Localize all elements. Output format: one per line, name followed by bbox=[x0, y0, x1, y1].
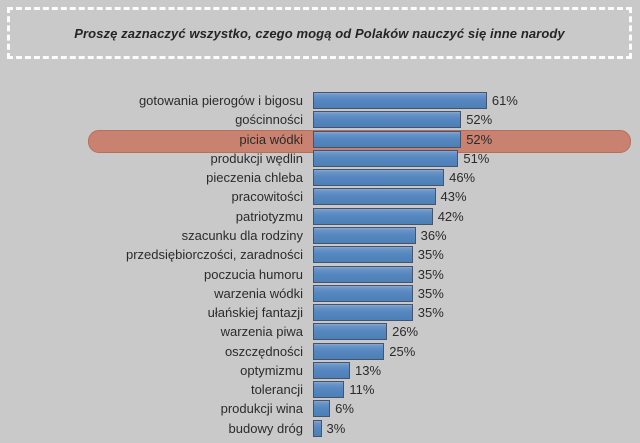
chart-row: szacunku dla rodziny 36% bbox=[0, 226, 640, 245]
value-label: 35% bbox=[417, 266, 444, 282]
category-label: pieczenia chleba bbox=[206, 170, 303, 186]
category-label: szacunku dla rodziny bbox=[181, 227, 303, 243]
value-label: 35% bbox=[417, 247, 444, 263]
category-label: picia wódki bbox=[239, 131, 303, 147]
bar bbox=[313, 265, 413, 283]
category-label: tolerancji bbox=[250, 382, 303, 398]
bar bbox=[313, 188, 436, 206]
chart-row: pracowitości 43% bbox=[0, 187, 640, 206]
category-label: gościnności bbox=[235, 112, 303, 128]
question-title-box: Proszę zaznaczyć wszystko, czego mogą od… bbox=[7, 7, 632, 59]
category-label: gotowania pierogów i bigosu bbox=[138, 93, 303, 109]
bar bbox=[313, 246, 413, 264]
chart-row: warzenia wódki 35% bbox=[0, 284, 640, 303]
bar bbox=[313, 149, 459, 167]
category-label: produkcji wina bbox=[220, 401, 303, 417]
chart-row: ułańskiej fantazji 35% bbox=[0, 303, 640, 322]
chart-row: patriotyzmu 42% bbox=[0, 207, 640, 226]
category-label: optymizmu bbox=[240, 362, 303, 378]
value-label: 52% bbox=[466, 112, 493, 128]
bar bbox=[313, 92, 487, 110]
chart-row: warzenia piwa 26% bbox=[0, 322, 640, 341]
value-label: 35% bbox=[417, 285, 444, 301]
value-label: 43% bbox=[440, 189, 467, 205]
question-title: Proszę zaznaczyć wszystko, czego mogą od… bbox=[74, 25, 565, 41]
value-label: 26% bbox=[392, 324, 419, 340]
chart-row: poczucia humoru 35% bbox=[0, 264, 640, 283]
category-label: warzenia piwa bbox=[220, 324, 303, 340]
bar bbox=[313, 130, 462, 148]
chart-row: pieczenia chleba 46% bbox=[0, 168, 640, 187]
bar bbox=[313, 169, 445, 187]
chart-row: oszczędności 25% bbox=[0, 341, 640, 360]
bar bbox=[313, 381, 345, 399]
chart-row: budowy dróg 3% bbox=[0, 419, 640, 438]
bar-chart: gotowania pierogów i bigosu 61% gościnnośc… bbox=[0, 91, 640, 439]
category-label: budowy dróg bbox=[228, 420, 303, 436]
chart-row: tolerancji 11% bbox=[0, 380, 640, 399]
value-label: 3% bbox=[326, 420, 346, 436]
bar bbox=[313, 226, 416, 244]
value-label: 13% bbox=[355, 362, 382, 378]
value-label: 11% bbox=[349, 382, 375, 398]
category-label: patriotyzmu bbox=[235, 208, 303, 224]
value-label: 35% bbox=[417, 305, 444, 321]
bar bbox=[313, 400, 331, 418]
chart-row: przedsiębiorczości, zaradności 35% bbox=[0, 245, 640, 264]
chart-row: gościnności 52% bbox=[0, 110, 640, 129]
value-label: 51% bbox=[463, 150, 490, 166]
category-label: oszczędności bbox=[224, 343, 303, 359]
category-label: przedsiębiorczości, zaradności bbox=[125, 247, 303, 263]
bar bbox=[313, 111, 462, 129]
value-label: 36% bbox=[420, 227, 447, 243]
category-label: warzenia wódki bbox=[214, 285, 303, 301]
chart-row: produkcji wędlin 51% bbox=[0, 149, 640, 168]
value-label: 25% bbox=[389, 343, 416, 359]
bar bbox=[313, 323, 388, 341]
value-label: 6% bbox=[335, 401, 354, 417]
chart-row: optymizmu 13% bbox=[0, 361, 640, 380]
category-label: ułańskiej fantazji bbox=[207, 305, 303, 321]
bar bbox=[313, 419, 322, 437]
category-label: pracowitości bbox=[231, 189, 303, 205]
value-label: 46% bbox=[449, 170, 476, 186]
value-label: 52% bbox=[466, 131, 493, 147]
chart-row: produkcji wina 6% bbox=[0, 399, 640, 418]
chart-row: picia wódki 52% bbox=[0, 130, 640, 149]
bar bbox=[313, 304, 413, 322]
bar bbox=[313, 342, 385, 360]
bar bbox=[313, 284, 413, 302]
value-label: 42% bbox=[437, 208, 464, 224]
chart-row: gotowania pierogów i bigosu 61% bbox=[0, 91, 640, 110]
category-label: produkcji wędlin bbox=[210, 150, 304, 166]
bar bbox=[313, 207, 433, 225]
value-label: 61% bbox=[491, 93, 518, 109]
category-label: poczucia humoru bbox=[204, 266, 303, 282]
bar bbox=[313, 361, 351, 379]
